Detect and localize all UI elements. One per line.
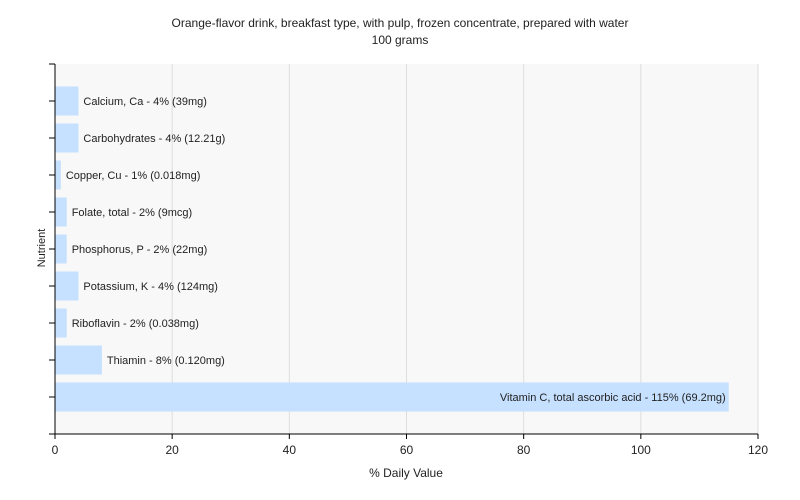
chart-subtitle: 100 grams — [372, 33, 429, 47]
bar — [55, 234, 67, 264]
y-axis-label: Nutrient — [36, 229, 48, 268]
bar-label: Phosphorus, P - 2% (22mg) — [72, 244, 208, 256]
bar-label: Vitamin C, total ascorbic acid - 115% (6… — [500, 392, 726, 404]
x-tick-label: 80 — [517, 443, 531, 457]
axes: 0 20 40 60 80 100 120 — [49, 63, 768, 457]
grid-lines — [171, 64, 759, 434]
x-axis-label: % Daily Value — [369, 466, 443, 480]
bar — [55, 345, 102, 375]
x-tick-label: 40 — [283, 443, 297, 457]
chart-title: Orange-flavor drink, breakfast type, wit… — [172, 16, 629, 30]
bar-label: Potassium, K - 4% (124mg) — [83, 281, 218, 293]
bar — [55, 382, 729, 412]
x-tick-label: 0 — [52, 443, 59, 457]
bar-label: Carbohydrates - 4% (12.21g) — [83, 133, 225, 145]
bar-label: Copper, Cu - 1% (0.018mg) — [66, 170, 201, 182]
bar — [55, 123, 79, 153]
bar — [55, 160, 61, 190]
bar-label: Riboflavin - 2% (0.038mg) — [72, 318, 199, 330]
bar-label: Calcium, Ca - 4% (39mg) — [83, 96, 206, 108]
bar — [55, 271, 79, 301]
bar — [55, 197, 67, 227]
x-tick-label: 20 — [165, 443, 179, 457]
x-tick-label: 100 — [631, 443, 651, 457]
x-tick-label: 60 — [400, 443, 414, 457]
bars: Calcium, Ca - 4% (39mg) Carbohydrates - 4… — [55, 86, 729, 412]
bar-label: Thiamin - 8% (0.120mg) — [107, 355, 225, 367]
bar-label: Folate, total - 2% (9mcg) — [72, 207, 192, 219]
x-tick-label: 120 — [748, 443, 768, 457]
bar — [55, 86, 79, 116]
bar — [55, 308, 67, 338]
